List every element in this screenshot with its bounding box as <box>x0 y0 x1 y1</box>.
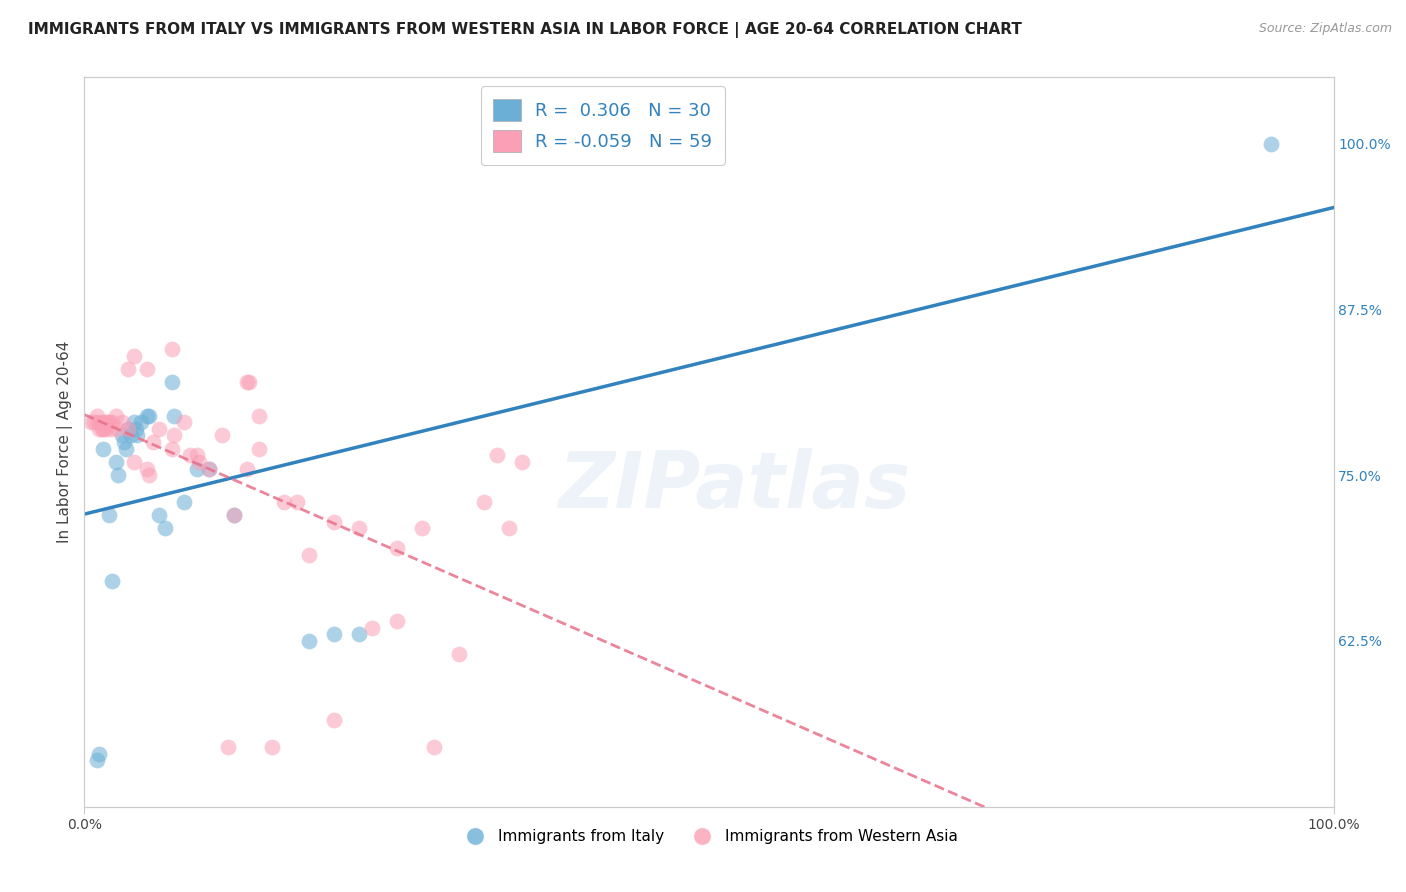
Point <box>163 428 186 442</box>
Point <box>411 521 433 535</box>
Point <box>135 409 157 423</box>
Point <box>285 494 308 508</box>
Point <box>323 515 346 529</box>
Point <box>173 494 195 508</box>
Point <box>122 455 145 469</box>
Point <box>510 455 533 469</box>
Point <box>498 521 520 535</box>
Point <box>323 714 346 728</box>
Point <box>138 409 160 423</box>
Point <box>91 422 114 436</box>
Point <box>160 442 183 456</box>
Point <box>211 428 233 442</box>
Point <box>273 494 295 508</box>
Text: IMMIGRANTS FROM ITALY VS IMMIGRANTS FROM WESTERN ASIA IN LABOR FORCE | AGE 20-64: IMMIGRANTS FROM ITALY VS IMMIGRANTS FROM… <box>28 22 1022 38</box>
Point <box>122 415 145 429</box>
Point <box>105 422 128 436</box>
Point <box>129 415 152 429</box>
Point <box>485 448 508 462</box>
Point <box>90 422 112 436</box>
Point <box>104 409 127 423</box>
Point <box>447 647 470 661</box>
Point <box>235 376 257 390</box>
Point <box>93 415 115 429</box>
Point <box>160 376 183 390</box>
Point <box>224 508 246 522</box>
Point <box>120 428 142 442</box>
Point <box>89 747 111 761</box>
Point <box>100 415 122 429</box>
Point <box>135 461 157 475</box>
Point <box>224 508 246 522</box>
Point <box>86 753 108 767</box>
Point <box>347 521 370 535</box>
Point <box>100 574 122 589</box>
Point <box>114 442 136 456</box>
Point <box>96 415 118 429</box>
Point <box>117 422 139 436</box>
Point <box>217 739 239 754</box>
Point <box>87 415 110 429</box>
Point <box>124 422 146 436</box>
Point <box>100 422 122 436</box>
Point <box>117 422 139 436</box>
Point <box>472 494 495 508</box>
Legend: R =  0.306   N = 30, R = -0.059   N = 59: R = 0.306 N = 30, R = -0.059 N = 59 <box>481 87 724 165</box>
Point <box>186 448 208 462</box>
Point <box>385 541 408 555</box>
Point <box>198 461 221 475</box>
Point <box>260 739 283 754</box>
Point <box>125 428 148 442</box>
Point <box>173 415 195 429</box>
Point <box>148 508 170 522</box>
Point <box>138 468 160 483</box>
Point <box>247 409 270 423</box>
Point <box>186 461 208 475</box>
Point <box>160 342 183 356</box>
Point <box>91 442 114 456</box>
Point <box>1260 136 1282 151</box>
Point <box>104 455 127 469</box>
Point <box>347 627 370 641</box>
Point <box>298 548 321 562</box>
Point <box>360 621 382 635</box>
Point <box>111 415 134 429</box>
Point <box>247 442 270 456</box>
Point <box>323 627 346 641</box>
Point <box>107 468 129 483</box>
Point <box>238 376 260 390</box>
Point <box>298 633 321 648</box>
Point <box>155 521 177 535</box>
Point <box>148 422 170 436</box>
Point <box>385 614 408 628</box>
Point <box>83 415 105 429</box>
Point <box>163 409 186 423</box>
Point <box>235 461 257 475</box>
Text: Source: ZipAtlas.com: Source: ZipAtlas.com <box>1258 22 1392 36</box>
Point <box>89 422 111 436</box>
Point <box>122 349 145 363</box>
Y-axis label: In Labor Force | Age 20-64: In Labor Force | Age 20-64 <box>58 341 73 543</box>
Point <box>111 428 134 442</box>
Point <box>135 362 157 376</box>
Text: ZIPatlas: ZIPatlas <box>558 448 910 524</box>
Point <box>86 409 108 423</box>
Point <box>188 455 211 469</box>
Point <box>198 461 221 475</box>
Point <box>79 415 101 429</box>
Point <box>98 508 121 522</box>
Point <box>142 435 165 450</box>
Point <box>90 415 112 429</box>
Point <box>423 739 446 754</box>
Point <box>179 448 201 462</box>
Point <box>94 422 117 436</box>
Point <box>98 415 121 429</box>
Point <box>117 362 139 376</box>
Point <box>112 435 135 450</box>
